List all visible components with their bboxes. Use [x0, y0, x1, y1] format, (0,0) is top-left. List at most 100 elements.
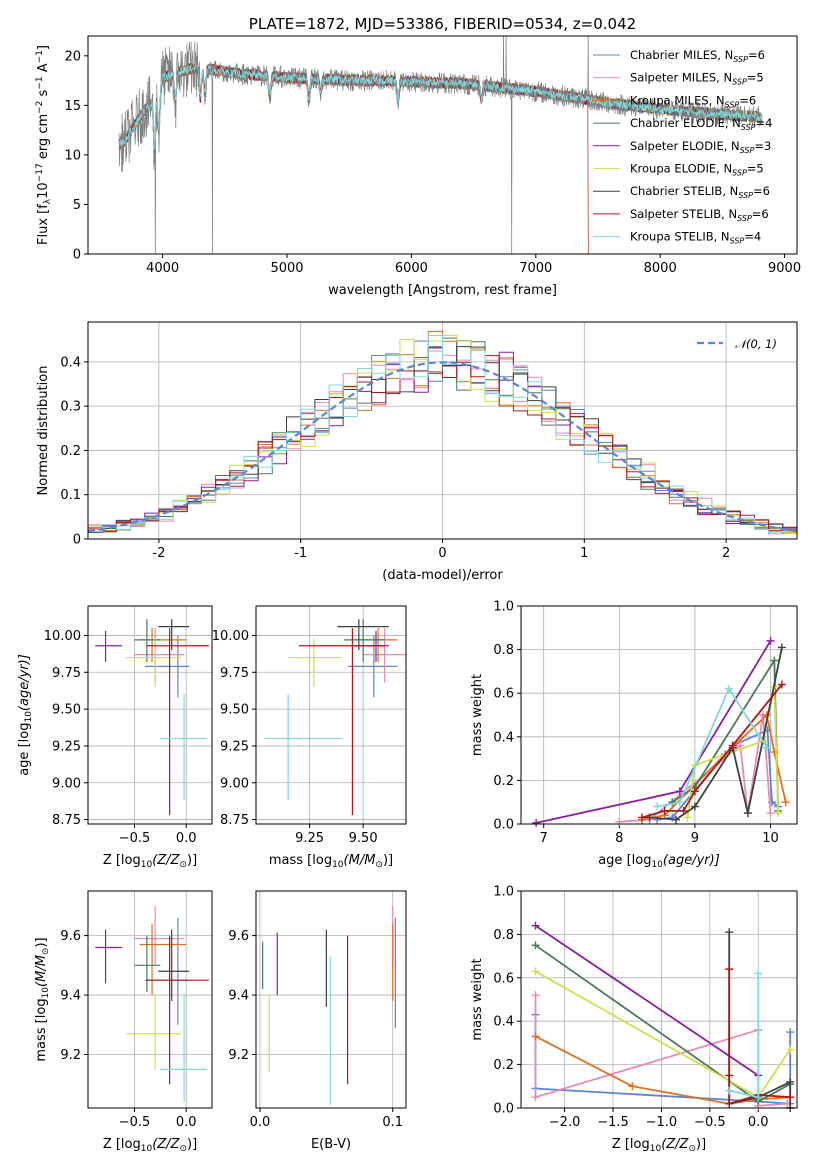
- y-tick-label: 10.00: [44, 629, 81, 644]
- label-part: Chabrier MILES, N: [630, 48, 733, 62]
- label-part: =4: [744, 230, 761, 244]
- label-part: Flux [f: [36, 204, 51, 245]
- label-part: age [log: [17, 723, 32, 776]
- label-part: Kroupa MILES, N: [630, 93, 725, 107]
- y-tick-label: 9.75: [52, 666, 81, 681]
- legend-entry: Kroupa MILES, NSSP=6: [630, 93, 756, 109]
- label-part: SSP: [733, 55, 748, 64]
- label-part: SSP: [732, 78, 747, 87]
- weight-marker-chabrier-elodie: [770, 656, 779, 665]
- weight-marker-kroupa-elodie: [786, 1045, 795, 1054]
- x-tick-label: 0.0: [748, 1115, 769, 1130]
- weight-line-salpeter-elodie: [535, 640, 772, 824]
- x-tick-label: −1.5: [597, 1115, 629, 1130]
- weight-marker-chabrier-stelib: [786, 1077, 795, 1086]
- y-tick-label: 9.75: [220, 666, 249, 681]
- label-part: (Z/Z: [661, 1137, 689, 1152]
- legend-entry: Kroupa ELODIE, NSSP=5: [630, 162, 764, 178]
- label-part: =3: [754, 139, 771, 153]
- x-tick-label: 2: [722, 546, 730, 561]
- x-tick-label: 0.0: [176, 1115, 197, 1130]
- x-tick-label: 9000: [768, 261, 801, 276]
- y-tick-label: 8.75: [52, 813, 81, 828]
- label-part: Chabrier STELIB, N: [630, 184, 738, 198]
- label-part: Salpeter MILES, N: [630, 71, 732, 85]
- label-part: 10: [332, 860, 344, 870]
- weight-line-chabrier-stelib: [649, 647, 783, 821]
- weight-marker-salpeter-stelib: [728, 741, 737, 750]
- label-part: SSP: [740, 146, 755, 155]
- label-part: −1: [35, 50, 45, 63]
- x-tick-label: 10: [762, 831, 779, 846]
- x-axis-label: (data-model)/error: [382, 568, 503, 583]
- weight-marker-kroupa-stelib: [675, 798, 684, 807]
- y-tick-label: 10: [64, 148, 81, 163]
- x-axis-label: wavelength [Angstrom, rest frame]: [328, 283, 557, 298]
- axes-frame: [87, 890, 213, 1109]
- label-part: SSP: [737, 214, 752, 223]
- label-part: =6: [739, 93, 756, 107]
- label-part: SSP: [732, 169, 747, 178]
- x-tick-label: 9.50: [349, 831, 378, 846]
- label-part: ]: [36, 45, 51, 50]
- weight-marker-salpeter-stelib: [637, 813, 646, 822]
- y-tick-label: 9.2: [60, 1048, 81, 1063]
- axes-frame: [255, 605, 407, 825]
- weight-marker-kroupa-stelib: [754, 969, 763, 978]
- x-tick-label: 0: [438, 546, 446, 561]
- y-tick-label: 15: [64, 99, 81, 114]
- x-tick-label: −1.0: [646, 1115, 678, 1130]
- weight-line-chabrier-stelib: [728, 932, 792, 1108]
- y-axis-label: mass weight: [470, 958, 485, 1040]
- axes-frame: [520, 605, 798, 825]
- label-part: ⊙: [179, 1144, 187, 1154]
- y-tick-label: 5: [73, 198, 81, 213]
- weight-marker-salpeter-stelib: [786, 1093, 795, 1102]
- label-part: (Z/Z: [152, 1137, 180, 1152]
- x-tick-label: 7000: [519, 261, 552, 276]
- weight-marker-kroupa-stelib: [762, 743, 771, 752]
- y-axis-label: mass [log10(M/M⊙)]: [34, 937, 51, 1061]
- label-part: Salpeter ELODIE, N: [630, 139, 740, 153]
- x-tick-label: 9.25: [295, 831, 324, 846]
- chart-title: PLATE=1872, MJD=53386, FIBERID=0534, z=0…: [249, 15, 636, 33]
- weight-marker-salpeter-elodie: [675, 787, 684, 796]
- axes-frame: [520, 890, 798, 1109]
- y-tick-label: 0.8: [493, 643, 514, 658]
- weight-marker-salpeter-miles: [766, 809, 775, 818]
- spectrum-panel: 4000 5000 6000 7000 8000 9000 0 5 10 15 20 PLATE=18…: [35, 15, 801, 298]
- age-mass-panel: 9.25 9.50 8.75 9.00 9.25 9.50 9.75 10.00 mass [l…: [212, 605, 407, 870]
- y-tick-label: 9.50: [220, 703, 249, 718]
- weight-marker-chabrier-stelib: [672, 815, 681, 824]
- x-axis-label: Z [log10(Z/Z⊙)]: [103, 1137, 197, 1154]
- x-axis-label: age [log10(age/yr)]: [598, 853, 720, 870]
- y-tick-label: 0: [73, 533, 81, 548]
- label-part: (M/M: [344, 853, 376, 868]
- x-axis-label: Z [log10(Z/Z⊙)]: [103, 853, 197, 870]
- weight-marker-kroupa-miles: [531, 1032, 540, 1041]
- label-part: SSP: [730, 237, 745, 246]
- y-tick-label: 0.4: [60, 355, 81, 370]
- legend-entry: 𝒩(0, 1): [735, 337, 777, 351]
- y-tick-label: 0.6: [493, 687, 514, 702]
- label-part: mass [log: [269, 853, 332, 868]
- label-part: 10: [24, 711, 34, 723]
- axes-frame: [87, 321, 798, 540]
- label-part: 10: [651, 860, 663, 870]
- x-tick-label: 0.0: [176, 831, 197, 846]
- weight-marker-kroupa-miles: [628, 1082, 637, 1091]
- weight-marker-salpeter-miles: [615, 817, 624, 826]
- label-part: Chabrier ELODIE, N: [630, 116, 741, 130]
- y-tick-label: 0.0: [493, 1102, 514, 1117]
- x-axis-label: Z [log10(Z/Z⊙)]: [612, 1137, 706, 1154]
- y-tick-label: 0.2: [493, 774, 514, 789]
- weight-marker-salpeter-stelib: [725, 965, 734, 974]
- weight-marker-chabrier-stelib: [777, 643, 786, 652]
- y-tick-label: 0.4: [493, 730, 514, 745]
- mass-ebv-panel: 0.0 0.1 9.2 9.4 9.6 E(B-V): [228, 890, 407, 1152]
- y-tick-label: 1.0: [493, 885, 514, 900]
- weight-marker-salpeter-elodie: [766, 636, 775, 645]
- y-tick-label: 0: [73, 248, 81, 263]
- x-axis-label: E(B-V): [311, 1137, 351, 1152]
- label-part: age [log: [598, 853, 651, 868]
